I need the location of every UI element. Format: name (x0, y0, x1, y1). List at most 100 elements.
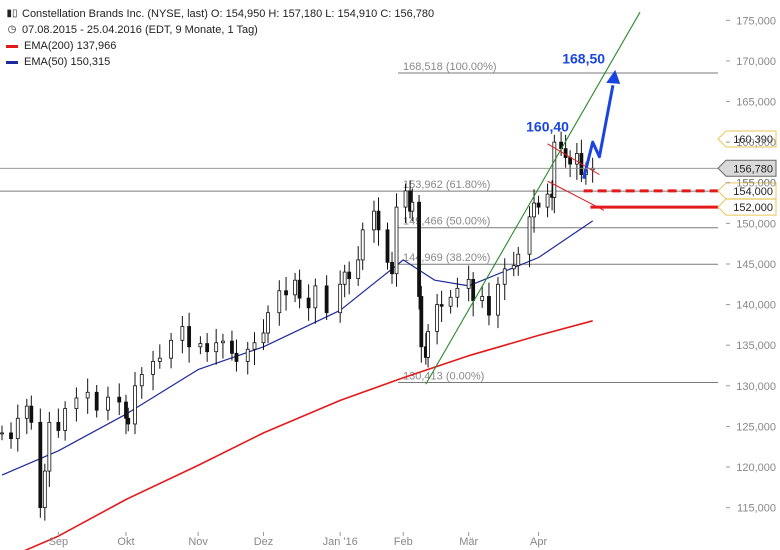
y-tick-label: 140,000 (736, 300, 776, 312)
candle-body (563, 148, 568, 158)
y-tick-label: 135,000 (736, 340, 776, 352)
annotation-label: 160,40 (526, 119, 569, 135)
candle-body (360, 229, 365, 261)
fib-level-label: 144,969 (38.20%) (403, 252, 490, 264)
candle-body (9, 432, 13, 439)
candle-body (24, 405, 29, 419)
candle-body (63, 408, 68, 431)
price-tag (717, 198, 777, 216)
candle-body (0, 432, 4, 435)
candle-body (516, 253, 521, 266)
candle-body (439, 304, 444, 307)
candle-body (85, 391, 90, 399)
candle-body (390, 261, 394, 275)
y-tick-label: 165,000 (736, 97, 776, 109)
candle-body (47, 421, 52, 472)
candle-body (15, 417, 20, 439)
trendline-layer (425, 11, 641, 385)
candle-body (230, 340, 234, 354)
y-tick-label: 125,000 (736, 421, 776, 433)
x-tick-label: Nov (188, 536, 208, 548)
x-tick-label: Okt (117, 536, 134, 548)
candle-body (133, 385, 137, 425)
candle-body (266, 312, 270, 334)
candle-body (261, 332, 266, 344)
legend-period: 07.08.2015 - 25.04.2016 (EDT, 9 Monate, … (22, 24, 258, 36)
fib-level-label: 130,413 (0.00%) (403, 370, 484, 382)
candle-body (293, 279, 297, 296)
y-tick-label: 155,000 (736, 178, 776, 190)
candle-body (502, 268, 507, 285)
ema200-line (24, 320, 593, 550)
candlestick-icon: ▮▯ (6, 8, 18, 19)
candle-body (151, 361, 155, 375)
clock-icon: ◷ (7, 24, 17, 35)
trend-line (425, 11, 641, 385)
ema50-swatch (6, 60, 18, 64)
ema200-swatch (6, 44, 18, 48)
channel-lower (547, 180, 605, 211)
candle-body (29, 405, 34, 423)
y-tick-label: 145,000 (736, 259, 776, 271)
candle-body (385, 229, 390, 263)
overlay-layer: 160,40 168,50 160,390 156,780 155,000154,000… (0, 50, 777, 216)
projection-arrow (582, 85, 615, 180)
channel-upper (547, 143, 600, 176)
legend-ema200: EMA(200) 137,966 (24, 40, 117, 52)
candle-body (536, 202, 541, 208)
candle-body (471, 279, 476, 301)
candle-body (356, 259, 361, 279)
candle-body (124, 401, 128, 419)
x-tick-label: Dez (254, 536, 274, 548)
annotation-label: 168,50 (562, 50, 605, 66)
candle-body (306, 297, 311, 309)
candle-body (376, 210, 381, 231)
candle-body (426, 330, 430, 358)
fib-level-label: 168,518 (100.00%) (403, 61, 497, 73)
candle-body (419, 296, 424, 348)
candle-body (338, 283, 343, 314)
candle-body (252, 342, 257, 350)
candle-body (410, 201, 415, 212)
candle-body (245, 348, 250, 362)
candle-body (324, 285, 329, 314)
candle-body (157, 357, 162, 362)
fib-level-label: 149,466 (50.00%) (403, 216, 490, 228)
candle-body (527, 216, 532, 255)
candle-body (214, 342, 219, 353)
candle-body (487, 296, 491, 316)
x-tick-label: Mär (459, 536, 478, 548)
candle-body (347, 271, 352, 279)
legend-period-row: ◷ 07.08.2015 - 25.04.2016 (EDT, 9 Monate… (6, 22, 434, 38)
fibonacci-levels: 168,518 (100.00%) 153,962 (61.80%) 149,466… (0, 61, 718, 383)
candle-body (496, 283, 500, 316)
candle-body (313, 285, 318, 309)
candle-body (545, 193, 550, 208)
y-tick-label: 170,000 (736, 56, 776, 68)
ema200-layer (24, 320, 593, 550)
candle-body (435, 304, 440, 332)
candle-body (480, 296, 485, 301)
x-tick-label: Feb (394, 536, 413, 548)
price-tag-label: 152,000 (733, 202, 773, 214)
candle-body (117, 396, 122, 403)
legend-title-row: ▮▯ Constellation Brands Inc. (NYSE, last… (6, 6, 434, 22)
candle-body (417, 201, 421, 297)
legend-ema50-row: EMA(50) 150,315 (6, 54, 434, 70)
candle-body (221, 340, 225, 344)
candle-body (198, 343, 203, 348)
candle-body (394, 206, 399, 275)
y-tick-label: 150,000 (736, 218, 776, 230)
y-axis: 115,000 120,000 125,000 130,000 135,000 140,0… (726, 15, 776, 515)
candle-body (297, 279, 302, 299)
candle-body (126, 417, 131, 425)
price-tag-label: 160,390 (733, 134, 773, 146)
candle-body (532, 202, 536, 218)
candle-body (106, 396, 110, 411)
x-tick-label: Sep (49, 536, 69, 548)
y-tick-label: 175,000 (736, 15, 776, 27)
candle-body (234, 352, 239, 362)
candle-body (169, 339, 173, 359)
ema50-layer (1, 220, 594, 476)
